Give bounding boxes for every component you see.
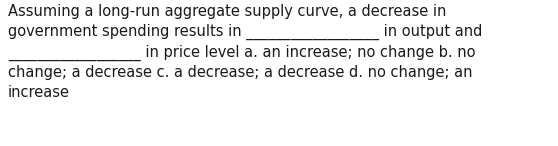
Text: Assuming a long-run aggregate supply curve, a decrease in
government spending re: Assuming a long-run aggregate supply cur…: [8, 4, 482, 100]
